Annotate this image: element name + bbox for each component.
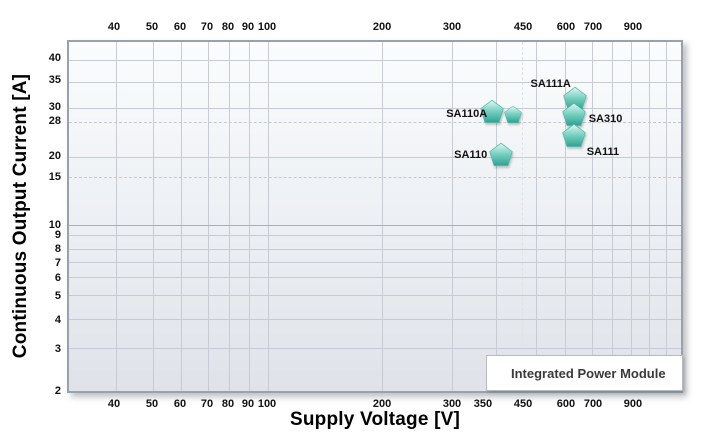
- gridline-v: [228, 42, 230, 391]
- x-tick-label-top: 90: [241, 21, 255, 33]
- x-tick-label-bottom: 350: [473, 398, 493, 410]
- gridline-v: [649, 42, 651, 391]
- x-tick-label-bottom: 900: [623, 398, 643, 410]
- gridlines-layer: [69, 42, 681, 391]
- x-tick-label-top: 700: [583, 21, 603, 33]
- gridline-h: [69, 234, 681, 236]
- gridline-h: [69, 59, 681, 61]
- x-tick-label-bottom: 300: [442, 398, 462, 410]
- gridline-v: [153, 42, 155, 391]
- gridline-v: [496, 42, 498, 391]
- x-tick-label-top: 450: [513, 21, 533, 33]
- y-axis-ticks: 40 35 30 28 20 15 10 9 8 7 6 5 4 3 2: [0, 40, 61, 397]
- gridline-v: [451, 42, 453, 391]
- gridline-h: [69, 262, 681, 264]
- x-tick-label-bottom: 700: [583, 398, 603, 410]
- legend-label: Integrated Power Module: [511, 365, 666, 381]
- pentagon-icon: [489, 142, 513, 170]
- gridline-h: [69, 318, 681, 320]
- x-tick-label-top: 80: [221, 21, 235, 33]
- y-tick-label: 5: [54, 289, 61, 302]
- x-tick-label-bottom: 100: [257, 398, 277, 410]
- dashed-gridline-h: [69, 122, 681, 124]
- x-tick-label-top: 200: [372, 21, 392, 33]
- point-label: SA111: [586, 145, 620, 158]
- plot-area: SA110A SA111A SA310 SA110 SA111 Integrated P…: [67, 40, 683, 393]
- x-tick-label-top: 100: [257, 21, 277, 33]
- gridline-h: [69, 347, 681, 349]
- gridline-h: [69, 277, 681, 279]
- y-tick-label: 15: [48, 170, 61, 183]
- y-tick-label: 8: [54, 243, 61, 255]
- point-label: SA110: [454, 148, 488, 161]
- y-tick-label: 2: [54, 384, 61, 397]
- y-tick-label: 4: [54, 313, 61, 326]
- gridline-h: [69, 156, 681, 158]
- pentagon-icon: [480, 100, 522, 128]
- gridline-v: [666, 42, 668, 391]
- x-tick-label-top: 40: [107, 21, 121, 33]
- gridline-v: [535, 42, 537, 391]
- x-tick-label-bottom: 70: [200, 398, 214, 410]
- y-tick-label: 35: [48, 73, 61, 86]
- x-tick-label-bottom: 600: [556, 398, 576, 410]
- gridline-v: [267, 42, 269, 391]
- x-tick-label-top: 600: [556, 21, 576, 33]
- y-tick-label: 20: [48, 149, 61, 162]
- x-axis-bottom-ticks: 40 50 60 70 80 90 100 200 300 350 450 600 700 900: [67, 398, 683, 412]
- x-tick-label-bottom: 450: [513, 398, 533, 410]
- gridline-v: [591, 42, 593, 391]
- data-point: [480, 100, 522, 129]
- x-tick-label-top: 900: [623, 21, 643, 33]
- x-tick-label-top: 50: [145, 21, 159, 33]
- x-tick-label-bottom: 50: [145, 398, 159, 410]
- gridline-v: [208, 42, 210, 391]
- gridline-h: [69, 295, 681, 297]
- x-tick-label-bottom: 60: [173, 398, 187, 410]
- y-tick-label: 30: [48, 100, 61, 113]
- x-tick-label-bottom: 80: [221, 398, 235, 410]
- x-tick-label-top: 70: [200, 21, 214, 33]
- y-tick-label: 28: [48, 115, 61, 127]
- y-tick-label: 9: [54, 228, 61, 241]
- point-label: SA111A: [530, 78, 571, 91]
- gridline-h: [69, 224, 681, 226]
- gridline-h: [69, 248, 681, 250]
- point-label: SA310: [588, 113, 623, 126]
- x-tick-label-bottom: 90: [241, 398, 255, 410]
- y-tick-label: 40: [48, 52, 61, 64]
- gridline-v: [248, 42, 250, 391]
- points-layer: SA110A SA111A SA310 SA110 SA111: [69, 42, 681, 391]
- data-point: [489, 142, 513, 171]
- y-tick-label: 10: [48, 219, 61, 231]
- gridline-v: [564, 42, 566, 391]
- x-tick-label-bottom: 200: [372, 398, 392, 410]
- y-tick-label: 3: [54, 343, 61, 356]
- gridline-v: [381, 42, 383, 391]
- y-tick-label: 7: [54, 256, 61, 269]
- data-point: [562, 123, 586, 152]
- dashed-gridline-v: [522, 42, 524, 391]
- gridline-h: [69, 108, 681, 110]
- gridline-v: [612, 42, 614, 391]
- x-axis-title: Supply Voltage [V]: [289, 409, 461, 430]
- x-tick-label-top: 60: [173, 21, 187, 33]
- x-axis-top-ticks: 40 50 60 70 80 90 100 200 300 450 600 700 900: [67, 21, 683, 35]
- legend: Integrated Power Module: [486, 355, 683, 391]
- gridline-v: [115, 42, 117, 391]
- gridline-v: [181, 42, 183, 391]
- pentagon-icon: [562, 123, 586, 151]
- y-tick-label: 6: [54, 271, 61, 284]
- x-tick-label-bottom: 40: [107, 398, 121, 410]
- gridline-h: [69, 81, 681, 83]
- dashed-gridline-h: [69, 177, 681, 179]
- gridline-v: [631, 42, 633, 391]
- x-tick-label-top: 300: [442, 21, 462, 33]
- point-label: SA110A: [446, 108, 488, 121]
